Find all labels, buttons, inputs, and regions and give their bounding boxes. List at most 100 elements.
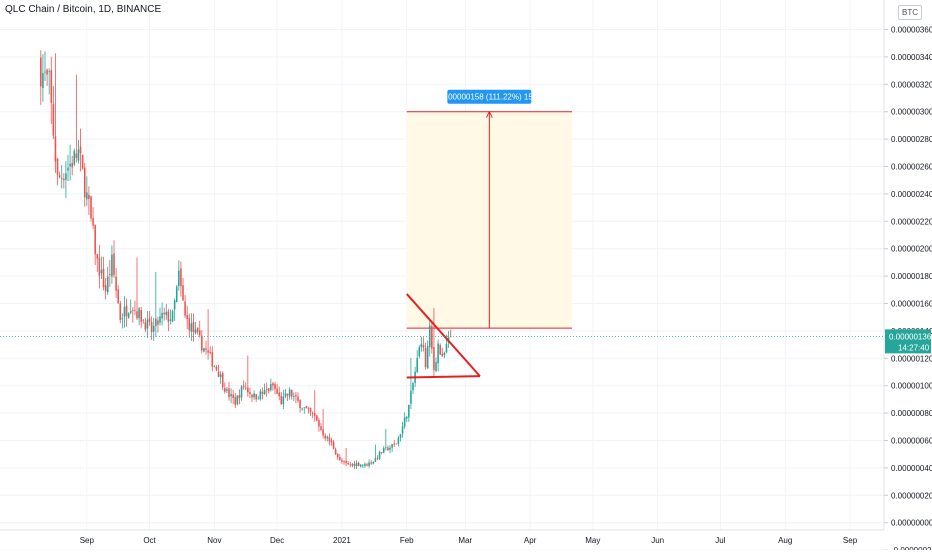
candle-body [439, 344, 441, 355]
candle-body [240, 386, 243, 398]
candle-body [297, 396, 299, 401]
candle-body [205, 348, 207, 350]
candle-body [364, 463, 366, 466]
candle-body [349, 464, 352, 466]
candle-body [253, 393, 255, 398]
candle-body [121, 318, 124, 320]
candle-body [115, 276, 117, 291]
candle-body [403, 417, 406, 427]
candle-body [435, 362, 437, 371]
candle-body [372, 461, 375, 464]
candle-body [393, 443, 395, 445]
candle-body [127, 313, 130, 318]
candle-body [437, 343, 439, 364]
candle-body [238, 395, 241, 399]
candle-body [134, 309, 136, 311]
candle-body [44, 71, 46, 73]
x-tick-label: 2021 [333, 536, 351, 545]
y-tick-label: 0.00000240 [891, 190, 932, 199]
y-tick-label: 0.00000360 [891, 26, 932, 35]
triangle-upper-trendline[interactable] [405, 293, 481, 377]
candle-body [203, 348, 205, 352]
candle-body [270, 384, 272, 390]
candle-body [71, 162, 73, 168]
candle-body [343, 461, 345, 463]
candle-body [332, 441, 335, 449]
candle-body [322, 429, 324, 436]
candle-body [255, 394, 257, 400]
x-tick-label: Oct [143, 536, 156, 545]
y-tick-label: 0.00000000 [891, 519, 932, 528]
candle-body [330, 440, 333, 443]
y-tick-label: 0.00000220 [891, 217, 932, 226]
candle-body [106, 276, 109, 293]
y-tick-label: 0.00000320 [891, 80, 932, 89]
last-price-tag [885, 329, 931, 354]
candle-body [391, 444, 393, 448]
candle-body [276, 388, 278, 394]
candle-body [305, 406, 308, 409]
candle-body [192, 321, 195, 332]
candle-body [303, 407, 306, 409]
candle-body [56, 158, 59, 175]
candle-body [142, 319, 145, 321]
candle-body [94, 225, 96, 255]
x-tick-label: Nov [207, 536, 221, 545]
candle-body [295, 395, 297, 397]
candle-body [357, 462, 360, 466]
candle-body [351, 464, 354, 466]
candle-body [117, 289, 119, 304]
currency-badge[interactable]: BTC [898, 5, 922, 20]
candle-body [54, 136, 57, 162]
candle-body [182, 285, 184, 301]
candle-body [380, 452, 383, 453]
candle-body [178, 270, 180, 287]
candle-body [445, 343, 448, 353]
candle-body [81, 154, 84, 169]
candle-body [96, 254, 99, 259]
candle-body [280, 395, 283, 405]
candle-body [244, 387, 247, 389]
candle-body [290, 390, 293, 397]
candle-body [401, 426, 404, 434]
candle-body [313, 413, 316, 416]
candle-body [374, 458, 377, 462]
candle-body [125, 305, 128, 317]
candle-body [146, 319, 149, 329]
candle-body [175, 286, 178, 303]
candle-body [159, 316, 161, 323]
x-tick-label: Feb [400, 536, 414, 545]
candle-body [366, 464, 368, 466]
y-tick-label: 0.00000020 [891, 491, 932, 500]
y-tick-label: 0.00000260 [891, 163, 932, 172]
candle-body [320, 426, 322, 430]
candle-body [129, 311, 132, 313]
candle-body [163, 312, 165, 315]
candle-body [224, 388, 226, 392]
candle-body [368, 462, 370, 467]
candle-body [316, 415, 318, 421]
candle-body [397, 437, 400, 445]
y-tick-label: 0.00000160 [891, 300, 932, 309]
candle-body [389, 447, 391, 450]
candle-body [169, 319, 172, 321]
x-tick-label: Apr [524, 536, 537, 545]
candle-body [395, 443, 398, 445]
candle-body [136, 311, 138, 319]
candle-body [50, 70, 53, 103]
candle-body [334, 449, 337, 455]
candle-body [173, 300, 176, 310]
candle-body [180, 268, 182, 287]
candle-body [201, 335, 203, 351]
candle-body [257, 398, 260, 400]
candle-body [236, 395, 239, 405]
candle-body [232, 394, 234, 399]
triangle-lower-trendline[interactable] [406, 375, 480, 379]
candle-body [48, 71, 50, 73]
candle-body [196, 327, 199, 332]
symbol-title[interactable]: QLC Chain / Bitcoin, 1D, BINANCE [5, 4, 162, 15]
measure-label-box [447, 89, 532, 104]
measure-arrowhead [485, 110, 493, 118]
